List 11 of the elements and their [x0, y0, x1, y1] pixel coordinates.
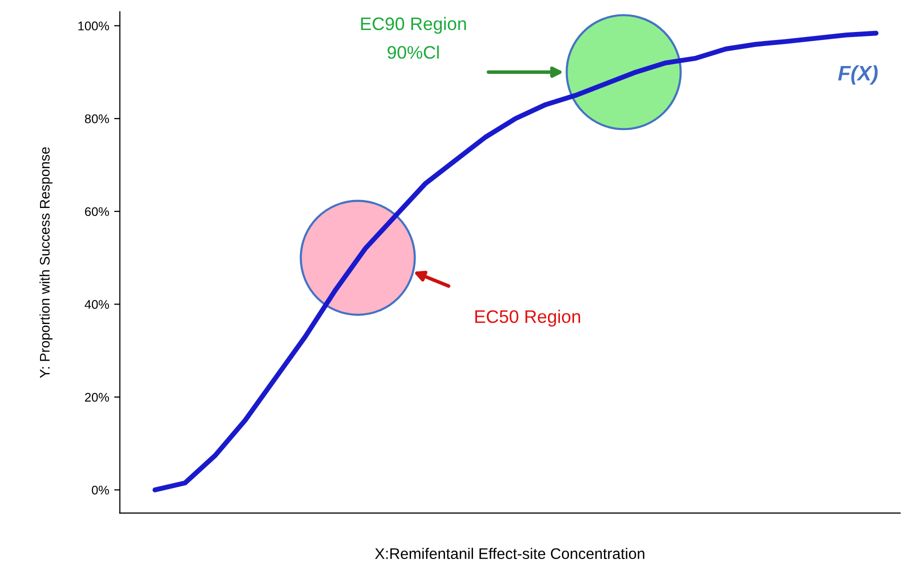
annotation: EC50 Region [475, 310, 580, 327]
y-tick-label: 20% [85, 392, 109, 402]
y-axis-title: Y: Proportion with Success Response [40, 147, 52, 378]
y-tick-label: 100% [78, 22, 109, 30]
y-tick-label: 60% [85, 207, 109, 216]
y-tick-label: 40% [84, 300, 109, 309]
series-label: F(X) [838, 65, 878, 85]
x-axis-title: X:Remifentanil Effect-site Concentration [375, 548, 644, 560]
annotation: EC90 Region 90%Cl [361, 16, 466, 59]
y-tick-label: 0% [92, 486, 109, 495]
y-tick-label: 80% [84, 114, 109, 124]
